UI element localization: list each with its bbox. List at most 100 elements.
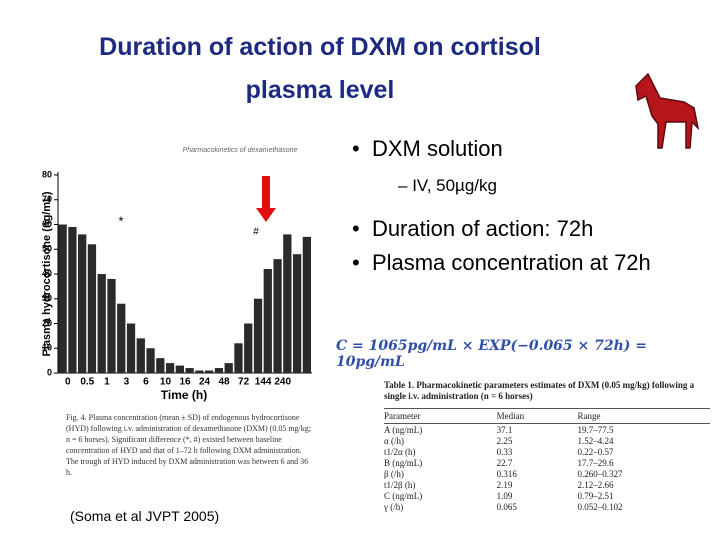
y-tick-label: 60 xyxy=(42,219,52,229)
bar xyxy=(253,298,263,373)
bar xyxy=(185,368,194,373)
bar xyxy=(302,236,311,373)
chart-header: Pharmacokinetics of dexamethasone xyxy=(183,147,298,154)
bar xyxy=(146,348,155,373)
row: B (ng/mL) 22.7 17.7–29.6 xyxy=(384,457,710,468)
cell: 0.33 xyxy=(496,446,513,457)
table-caption: Table 1. Pharmacokinetic parameters esti… xyxy=(384,380,695,401)
y-tick-label: 50 xyxy=(42,244,52,254)
bullet: • DXM solution xyxy=(352,136,503,161)
bullet: • Duration of action: 72h xyxy=(352,216,594,241)
row: β (/h) 0.316 0.260–0.327 xyxy=(384,468,710,479)
cell: 2.12–2.66 xyxy=(577,479,614,490)
table-block: Table 1. Pharmacokinetic parameters esti… xyxy=(384,380,710,512)
annotation: * xyxy=(118,213,123,228)
x-tick-label: 240 xyxy=(274,377,291,388)
bar xyxy=(224,363,233,373)
row: α (/h) 2.25 1.52–4.24 xyxy=(384,435,710,446)
y-tick-label: 0 xyxy=(47,367,52,377)
y-tick-label: 40 xyxy=(42,268,52,278)
bar xyxy=(283,234,292,373)
header-cell: Median xyxy=(496,408,578,424)
bar xyxy=(68,226,77,373)
header-row: Parameter Median Range xyxy=(384,408,710,424)
bar xyxy=(175,365,184,373)
cell: 0.316 xyxy=(496,468,517,479)
bar xyxy=(58,224,67,373)
bar xyxy=(214,368,224,373)
bar xyxy=(292,254,302,373)
cell: t1/2β (h) xyxy=(384,479,416,490)
row: C (ng/mL) 1.09 0.79–2.51 xyxy=(384,490,710,501)
cell: t1/2α (h) xyxy=(384,446,416,457)
cell: β (/h) xyxy=(384,468,404,479)
x-tick-label: 1 xyxy=(104,377,110,388)
bar xyxy=(165,363,175,373)
horse-icon xyxy=(635,72,700,149)
cell: 0.22–0.57 xyxy=(577,446,614,457)
cell: 2.25 xyxy=(496,435,513,446)
cell: 1.09 xyxy=(496,490,513,501)
cell: 2.19 xyxy=(496,479,513,490)
row: t1/2β (h) 2.19 2.12–2.66 xyxy=(384,479,710,490)
bar xyxy=(263,269,272,373)
y-tick-label: 10 xyxy=(42,343,52,353)
x-tick-label: 0.5 xyxy=(80,377,94,388)
bullet: • Plasma concentration at 72h xyxy=(352,250,651,275)
x-tick-label: 6 xyxy=(143,377,149,388)
cell: 0.052–0.102 xyxy=(577,501,623,512)
x-tick-label: 72 xyxy=(238,377,250,388)
y-tick-label: 70 xyxy=(42,194,52,204)
bullet-text: Plasma concentration at 72h xyxy=(371,250,651,275)
cell: 0.79–2.51 xyxy=(577,490,614,501)
bar xyxy=(87,244,97,373)
x-tick-label: 10 xyxy=(160,377,172,388)
bar xyxy=(205,370,214,373)
bar xyxy=(273,259,282,373)
table: Parameter Median Range A (ng/mL) 37.1 19.7–77… xyxy=(384,408,710,512)
row: A (ng/mL) 37.1 19.7–77.5 xyxy=(384,424,710,436)
y-tick-label: 30 xyxy=(42,293,52,303)
row: t1/2α (h) 0.33 0.22–0.57 xyxy=(384,446,710,457)
header-cell: Range xyxy=(577,408,710,424)
y-tick-label: 80 xyxy=(42,169,52,179)
bar xyxy=(156,358,165,373)
bar xyxy=(117,303,126,373)
bullet-text: DXM solution xyxy=(371,136,503,161)
x-tick-label: 16 xyxy=(179,377,191,388)
figure-caption: Fig. 4. Plasma concentration (mean ± SD)… xyxy=(66,413,311,477)
x-tick-label: 24 xyxy=(199,377,211,388)
y-axis-label: Plasma hydrocortisone (ng/mL) xyxy=(41,191,53,356)
bullet-text: IV, 50µg/kg xyxy=(412,176,497,195)
citation: (Soma et al JVPT 2005) xyxy=(70,508,220,524)
x-tick-label: 144 xyxy=(255,377,272,388)
cell: A (ng/mL) xyxy=(384,424,423,435)
row: γ (/h) 0.065 0.052–0.102 xyxy=(384,501,710,512)
cell: 0.065 xyxy=(496,501,517,512)
bar xyxy=(244,323,253,373)
cell: 22.7 xyxy=(496,457,513,468)
header-cell: Parameter xyxy=(384,408,497,424)
bar xyxy=(195,370,204,373)
title-line: plasma level xyxy=(245,76,395,104)
slide-title: Duration of action of DXM on cortisol pla… xyxy=(40,26,600,112)
cell: α (/h) xyxy=(384,435,404,446)
sub-bullet: – IV, 50µg/kg xyxy=(398,176,497,195)
cell: 17.7–29.6 xyxy=(577,457,614,468)
bar xyxy=(234,343,243,373)
cell: γ (/h) xyxy=(384,501,404,512)
bar xyxy=(107,278,116,373)
chart: Pharmacokinetics of dexamethasone Time (… xyxy=(41,147,312,402)
arrow xyxy=(256,176,276,222)
cell: 0.260–0.327 xyxy=(577,468,623,479)
title-line: Duration of action of DXM on cortisol xyxy=(99,33,541,61)
cell: 19.7–77.5 xyxy=(577,424,614,435)
equation: C = 1065pg/mL × EXP(−0.065 × 72h) = 10pg… xyxy=(336,338,648,370)
annotation: # xyxy=(253,227,259,238)
x-tick-label: 3 xyxy=(124,377,130,388)
bar xyxy=(126,323,136,373)
bar xyxy=(78,234,87,373)
cell: 1.52–4.24 xyxy=(577,435,614,446)
bar xyxy=(97,274,106,373)
